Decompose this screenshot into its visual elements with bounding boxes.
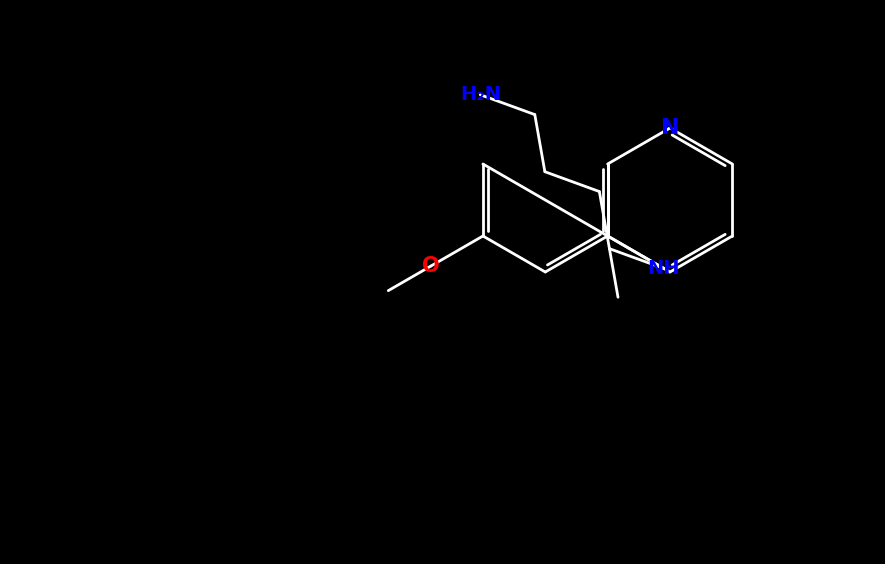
Text: NH: NH bbox=[648, 259, 681, 278]
Text: O: O bbox=[422, 256, 440, 276]
Text: N: N bbox=[661, 118, 680, 138]
Text: H₂N: H₂N bbox=[460, 85, 501, 104]
